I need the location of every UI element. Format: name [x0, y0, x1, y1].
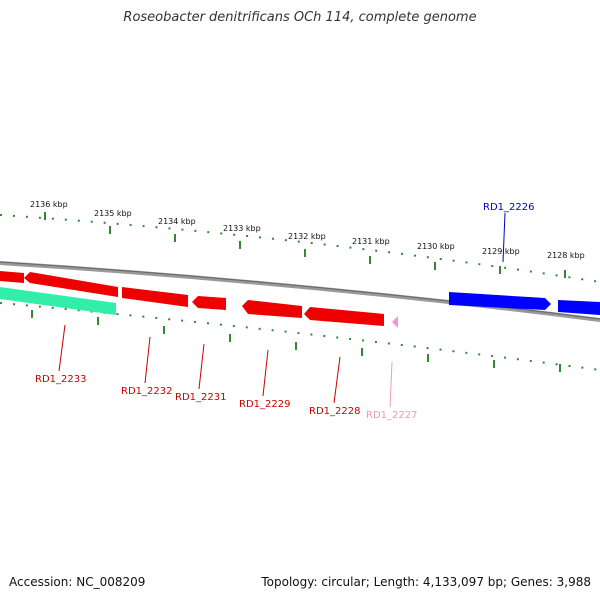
- tick-label: 2131 kbp: [352, 237, 390, 246]
- major-ticks: [44, 212, 566, 278]
- gene-label[interactable]: RD1_2226: [483, 202, 534, 213]
- label-line: [333, 356, 341, 404]
- genome-backbone: [0, 261, 600, 322]
- label-line: [144, 336, 151, 384]
- gene-arrow-red[interactable]: [242, 300, 302, 318]
- gene-arrow-red[interactable]: [304, 307, 384, 326]
- gene-arrow-red[interactable]: [0, 271, 24, 283]
- inner-major-ticks: [31, 310, 561, 372]
- genome-summary: Topology: circular; Length: 4,133,097 bp…: [261, 575, 591, 589]
- gene-label[interactable]: RD1_2228: [309, 406, 360, 417]
- genome-title: Roseobacter denitrificans OCh 114, compl…: [123, 10, 477, 25]
- tick-label: 2133 kbp: [223, 224, 261, 233]
- gene-label[interactable]: RD1_2229: [239, 399, 290, 410]
- tick-label: 2132 kbp: [288, 232, 326, 241]
- tick-label: 2128 kbp: [547, 251, 585, 260]
- label-line: [198, 343, 205, 390]
- gene-arrow-blue[interactable]: [449, 292, 551, 310]
- gene-arrow-pink[interactable]: [392, 316, 398, 328]
- tick-labels: 2136 kbp 2135 kbp 2134 kbp 2133 kbp 2132…: [30, 200, 585, 260]
- gene-arrow-blue[interactable]: [558, 300, 600, 315]
- label-line: [389, 361, 393, 408]
- label-line: [502, 212, 506, 263]
- label-line: [58, 324, 66, 372]
- tick-label: 2130 kbp: [417, 242, 455, 251]
- gene-label[interactable]: RD1_2231: [175, 392, 226, 403]
- gene-arrow-red[interactable]: [24, 272, 118, 297]
- forward-genes: [449, 292, 600, 315]
- label-line: [262, 349, 269, 397]
- gene-label[interactable]: RD1_2233: [35, 374, 86, 385]
- gene-arrow-green[interactable]: [0, 287, 116, 315]
- label-lines: [58, 212, 506, 408]
- genome-backbone-edge: [0, 261, 600, 320]
- gene-label[interactable]: RD1_2232: [121, 386, 172, 397]
- tick-label: 2134 kbp: [158, 217, 196, 226]
- gene-arrow-red[interactable]: [122, 287, 188, 307]
- gene-arrow-red[interactable]: [192, 296, 226, 310]
- gene-label[interactable]: RD1_2227: [366, 410, 417, 421]
- tick-label: 2136 kbp: [30, 200, 68, 209]
- reverse-genes: [0, 271, 398, 328]
- gene-labels: RD1_2226 RD1_2227 RD1_2228 RD1_2229 RD1_…: [35, 202, 534, 421]
- tick-label: 2135 kbp: [94, 209, 132, 218]
- tick-label: 2129 kbp: [482, 247, 520, 256]
- accession-text: Accession: NC_008209: [9, 575, 146, 589]
